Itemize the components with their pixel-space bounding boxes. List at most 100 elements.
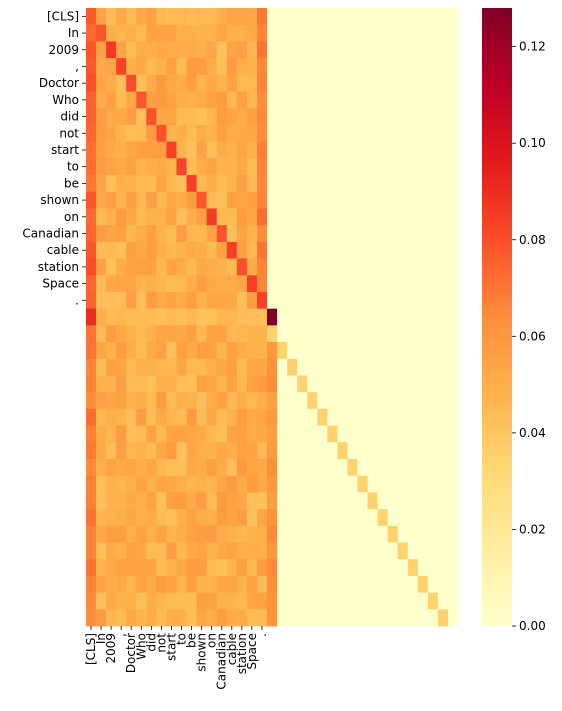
heatmap-cell: [206, 392, 218, 410]
heatmap-cell: [387, 191, 399, 209]
heatmap-cell: [236, 191, 248, 209]
heatmap-cell: [377, 8, 389, 26]
heatmap-cell: [397, 258, 409, 276]
heatmap-cell: [236, 124, 248, 143]
heatmap-cell: [307, 74, 318, 92]
heatmap-cell: [236, 509, 248, 527]
heatmap-cell: [307, 241, 318, 259]
heatmap-cell: [156, 291, 167, 310]
heatmap-cell: [397, 375, 409, 393]
heatmap-cell: [186, 575, 197, 593]
heatmap-cell: [407, 141, 419, 159]
heatmap-cell: [287, 158, 298, 176]
heatmap-cell: [266, 74, 278, 92]
heatmap-cell: [367, 141, 378, 159]
heatmap-cell: [447, 275, 459, 293]
heatmap-cell: [287, 475, 298, 493]
heatmap-cell: [327, 492, 338, 510]
heatmap-cell: [287, 408, 298, 426]
heatmap-cell: [407, 8, 419, 26]
heatmap-cell: [116, 258, 127, 276]
heatmap-cell: [447, 492, 459, 510]
heatmap-cell: [196, 241, 208, 259]
heatmap-cell: [387, 91, 399, 109]
heatmap-cell: [96, 24, 107, 42]
heatmap-cell: [256, 41, 268, 59]
heatmap-cell: [116, 124, 127, 143]
heatmap-cell: [337, 325, 348, 343]
heatmap-cell: [367, 342, 378, 360]
heatmap-cell: [186, 258, 197, 276]
heatmap-cell: [106, 609, 117, 627]
heatmap-cell: [256, 225, 268, 243]
heatmap-cell: [327, 342, 338, 360]
heatmap-cell: [116, 58, 127, 76]
row-label: start: [51, 143, 79, 157]
heatmap-cell: [287, 492, 298, 510]
heatmap-cell: [106, 208, 117, 226]
heatmap-cell: [297, 225, 308, 243]
heatmap-cell: [106, 225, 117, 243]
heatmap-cell: [427, 509, 439, 527]
heatmap-cell: [216, 241, 228, 259]
heatmap-cell: [447, 392, 459, 410]
heatmap-cell: [437, 175, 449, 193]
heatmap-cell: [307, 191, 318, 209]
heatmap-cell: [367, 58, 378, 76]
heatmap-cell: [126, 442, 137, 460]
heatmap-cell: [166, 575, 177, 593]
heatmap-cell: [186, 442, 197, 460]
heatmap-cell: [186, 609, 197, 627]
heatmap-cell: [437, 258, 449, 276]
heatmap-cell: [216, 275, 228, 293]
heatmap-cell: [106, 8, 117, 26]
heatmap-cell: [146, 291, 157, 310]
heatmap-cell: [236, 442, 248, 460]
heatmap-cell: [317, 208, 328, 226]
heatmap-cell: [136, 509, 147, 527]
heatmap-cell: [427, 291, 439, 310]
heatmap-cell: [297, 41, 308, 59]
heatmap-cell: [86, 358, 97, 376]
heatmap-cell: [407, 375, 419, 393]
row-label: [CLS]: [47, 9, 79, 23]
heatmap-cell: [367, 442, 378, 460]
heatmap-cell: [317, 358, 328, 376]
heatmap-cell: [417, 425, 429, 443]
heatmap-cell: [96, 275, 107, 293]
heatmap-cell: [126, 158, 137, 176]
heatmap-cell: [327, 408, 338, 426]
heatmap-cell: [347, 525, 358, 543]
heatmap-cell: [427, 24, 439, 42]
heatmap-cell: [427, 609, 439, 627]
heatmap-cell: [116, 458, 127, 477]
heatmap-cell: [287, 241, 298, 259]
heatmap-cell: [357, 308, 368, 326]
heatmap-cell: [196, 609, 208, 627]
heatmap-cell: [357, 442, 368, 460]
heatmap-cell: [397, 74, 409, 92]
heatmap-cell: [176, 542, 187, 560]
heatmap-cell: [447, 425, 459, 443]
heatmap-cell: [367, 124, 378, 143]
heatmap-cell: [106, 408, 117, 426]
heatmap-cell: [307, 458, 318, 477]
row-label: be: [64, 176, 79, 190]
heatmap-cell: [166, 74, 177, 92]
heatmap-cell: [126, 425, 137, 443]
heatmap-cell: [447, 592, 459, 610]
heatmap-cell: [377, 275, 389, 293]
heatmap-cell: [347, 575, 358, 593]
heatmap-cell: [256, 342, 268, 360]
row-label: not: [59, 126, 79, 140]
heatmap-cell: [196, 425, 208, 443]
heatmap-cell: [196, 358, 208, 376]
heatmap-cell: [246, 158, 258, 176]
heatmap-cell: [347, 408, 358, 426]
heatmap-cell: [176, 108, 187, 126]
heatmap-cell: [206, 609, 218, 627]
heatmap-cell: [437, 141, 449, 159]
heatmap-cell: [176, 91, 187, 109]
heatmap-cell: [196, 41, 208, 59]
heatmap-cell: [307, 609, 318, 627]
